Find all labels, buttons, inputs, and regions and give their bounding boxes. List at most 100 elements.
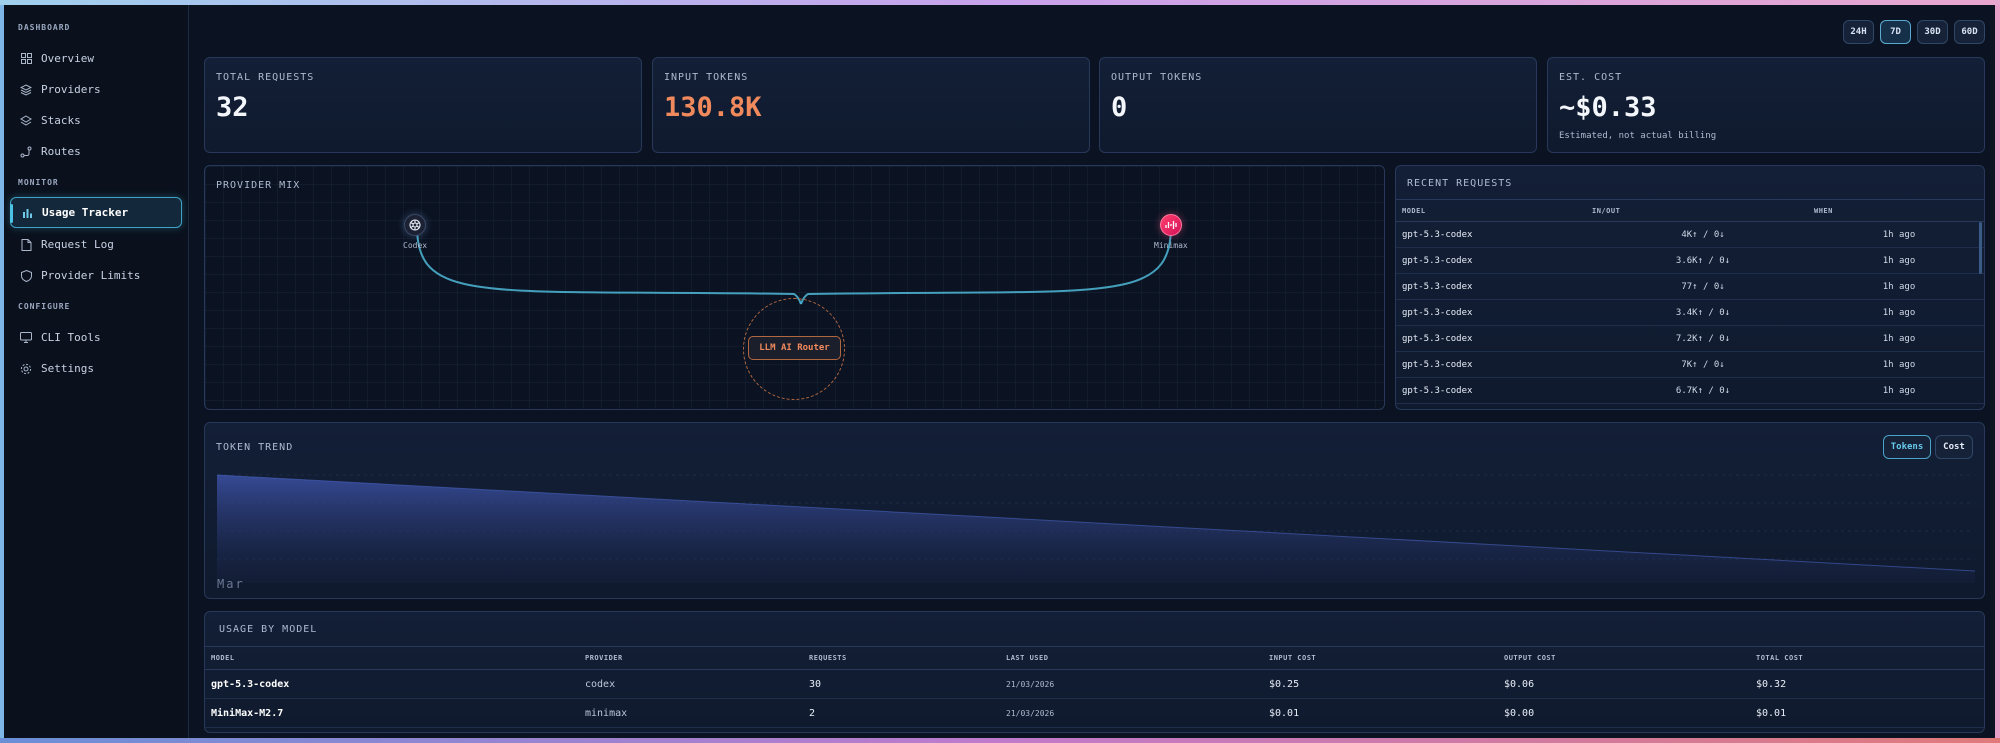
time-range-selector: 24H 7D 30D 60D <box>1843 20 1985 44</box>
column-header-input-cost: INPUT COST <box>1263 646 1498 670</box>
table-row[interactable]: gpt-5.3-codex 3.4K↑ / 0↓ 1h ago <box>1396 299 1984 326</box>
cell-last-used: 21/03/2026 <box>1000 669 1263 699</box>
cell-model: gpt-5.3-codex <box>1396 273 1592 300</box>
cell-when: 1h ago <box>1814 325 1984 352</box>
cell-requests: 2 <box>803 698 1000 728</box>
bottom-gradient-border <box>0 738 2000 743</box>
trend-line <box>216 474 1976 572</box>
column-header-requests: REQUESTS <box>803 646 1000 670</box>
sidebar-item-label: Request Log <box>41 238 114 251</box>
stat-card-output-tokens: OUTPUT TOKENS 0 <box>1099 57 1537 153</box>
column-header-when: WHEN <box>1814 199 1984 222</box>
table-row[interactable]: gpt-5.3-codex 3.6K↑ / 0↓ 1h ago <box>1396 247 1984 274</box>
cell-model: MiniMax-M2.7 <box>205 698 579 728</box>
cell-inout: 4K↑ / 0↓ <box>1592 221 1814 248</box>
column-header-model: MODEL <box>1396 199 1592 222</box>
cost-toggle-button[interactable]: Cost <box>1935 435 1973 459</box>
sidebar-item-routes[interactable]: Routes <box>10 136 182 167</box>
cell-inout: 3.4K↑ / 0↓ <box>1592 299 1814 326</box>
cell-inout: 7.2K↑ / 0↓ <box>1592 325 1814 352</box>
cell-input-cost: $0.25 <box>1263 669 1498 699</box>
cell-last-used: 21/03/2026 <box>1000 698 1263 728</box>
table-row[interactable]: gpt-5.3-codex 77↑ / 0↓ 1h ago <box>1396 273 1984 300</box>
sidebar-item-provider-limits[interactable]: Provider Limits <box>10 260 182 291</box>
sidebar-section-configure: CONFIGURE <box>18 302 71 311</box>
sidebar-item-settings[interactable]: Settings <box>10 353 182 384</box>
cell-model: gpt-5.3-codex <box>1396 377 1592 404</box>
cell-inout: 7K↑ / 0↓ <box>1592 351 1814 378</box>
usage-by-model-table: MODEL PROVIDER REQUESTS LAST USED INPUT … <box>205 646 1984 728</box>
sidebar-item-label: Providers <box>41 83 101 96</box>
cell-inout: 6.7K↑ / 0↓ <box>1592 377 1814 404</box>
panel-title: USAGE BY MODEL <box>219 624 318 635</box>
cell-when: 1h ago <box>1814 273 1984 300</box>
sidebar-item-usage-tracker[interactable]: Usage Tracker <box>10 197 182 228</box>
provider-mix-panel: PROVIDER MIX Codex Minimax LLM AI Router <box>204 165 1385 410</box>
table-row[interactable]: gpt-5.3-codex 6.7K↑ / 0↓ 1h ago <box>1396 377 1984 404</box>
column-header-provider: PROVIDER <box>579 646 803 670</box>
sidebar-item-label: Stacks <box>41 114 81 127</box>
table-row[interactable]: gpt-5.3-codex 7.2K↑ / 0↓ 1h ago <box>1396 325 1984 352</box>
openai-icon <box>404 214 427 236</box>
provider-node-minimax[interactable]: Minimax <box>1154 214 1188 250</box>
table-row[interactable]: gpt-5.3-codex codex 30 21/03/2026 $0.25 … <box>205 669 1984 699</box>
cell-provider: minimax <box>579 698 803 728</box>
stat-label: OUTPUT TOKENS <box>1111 72 1203 83</box>
layers-icon <box>20 83 32 96</box>
route-icon <box>20 146 32 158</box>
column-header-model: MODEL <box>205 646 579 670</box>
sidebar-item-providers[interactable]: Providers <box>10 74 182 105</box>
trend-area <box>217 475 1975 583</box>
provider-node-label: Minimax <box>1154 241 1188 250</box>
shield-icon <box>20 269 32 282</box>
table-row[interactable]: MiniMax-M2.7 minimax 2 21/03/2026 $0.01 … <box>205 698 1984 728</box>
panel-title: TOKEN TREND <box>216 442 294 453</box>
panel-title: RECENT REQUESTS <box>1407 178 1513 189</box>
recent-requests-table: MODEL IN/OUT WHEN gpt-5.3-codex 4K↑ / 0↓ 1… <box>1396 199 1984 404</box>
usage-by-model-panel: USAGE BY MODEL MODEL PROVIDER REQUESTS L… <box>204 611 1985 733</box>
cell-when: 1h ago <box>1814 299 1984 326</box>
recent-requests-panel: RECENT REQUESTS MODEL IN/OUT WHEN gpt-5.… <box>1395 165 1985 410</box>
sidebar-item-cli-tools[interactable]: CLI Tools <box>10 322 182 353</box>
stat-card-input-tokens: INPUT TOKENS 130.8K <box>652 57 1090 153</box>
sidebar-item-stacks[interactable]: Stacks <box>10 105 182 136</box>
stat-value: ~$0.33 <box>1559 92 1657 123</box>
provider-node-codex[interactable]: Codex <box>403 214 427 250</box>
bar-chart-icon <box>21 207 33 219</box>
stack-icon <box>20 114 32 127</box>
cell-model: gpt-5.3-codex <box>1396 247 1592 274</box>
router-node[interactable]: LLM AI Router <box>748 336 841 360</box>
cell-inout: 77↑ / 0↓ <box>1592 273 1814 300</box>
minimax-icon <box>1159 214 1182 236</box>
gear-icon <box>20 363 32 375</box>
scrollbar-thumb[interactable] <box>1979 222 1982 274</box>
grid-icon <box>20 53 32 65</box>
cell-model: gpt-5.3-codex <box>1396 325 1592 352</box>
cell-model: gpt-5.3-codex <box>1396 351 1592 378</box>
range-24h-button[interactable]: 24H <box>1843 20 1874 44</box>
cell-output-cost: $0.00 <box>1498 698 1750 728</box>
table-row[interactable]: gpt-5.3-codex 4K↑ / 0↓ 1h ago <box>1396 221 1984 248</box>
stat-label: TOTAL REQUESTS <box>216 72 315 83</box>
cell-input-cost: $0.01 <box>1263 698 1498 728</box>
column-header-last-used: LAST USED <box>1000 646 1263 670</box>
provider-flow-lines <box>416 225 1172 305</box>
tokens-toggle-button[interactable]: Tokens <box>1883 435 1931 459</box>
range-7d-button[interactable]: 7D <box>1880 20 1911 44</box>
table-header-row: MODEL IN/OUT WHEN <box>1396 199 1984 222</box>
document-icon <box>20 238 32 251</box>
sidebar-item-overview[interactable]: Overview <box>10 43 182 74</box>
app-window: DASHBOARD Overview Providers Stacks Rout… <box>4 5 1995 738</box>
x-axis-tick: Mar <box>217 577 245 591</box>
stat-value: 130.8K <box>664 92 762 123</box>
range-60d-button[interactable]: 60D <box>1954 20 1985 44</box>
sidebar-item-label: Provider Limits <box>41 269 141 282</box>
sidebar-section-monitor: MONITOR <box>18 178 59 187</box>
stat-card-est-cost: EST. COST ~$0.33 Estimated, not actual b… <box>1547 57 1985 153</box>
cell-inout: 3.6K↑ / 0↓ <box>1592 247 1814 274</box>
range-30d-button[interactable]: 30D <box>1917 20 1948 44</box>
sidebar-item-request-log[interactable]: Request Log <box>10 229 182 260</box>
table-row[interactable]: gpt-5.3-codex 7K↑ / 0↓ 1h ago <box>1396 351 1984 378</box>
column-header-output-cost: OUTPUT COST <box>1498 646 1750 670</box>
cell-model: gpt-5.3-codex <box>205 669 579 699</box>
